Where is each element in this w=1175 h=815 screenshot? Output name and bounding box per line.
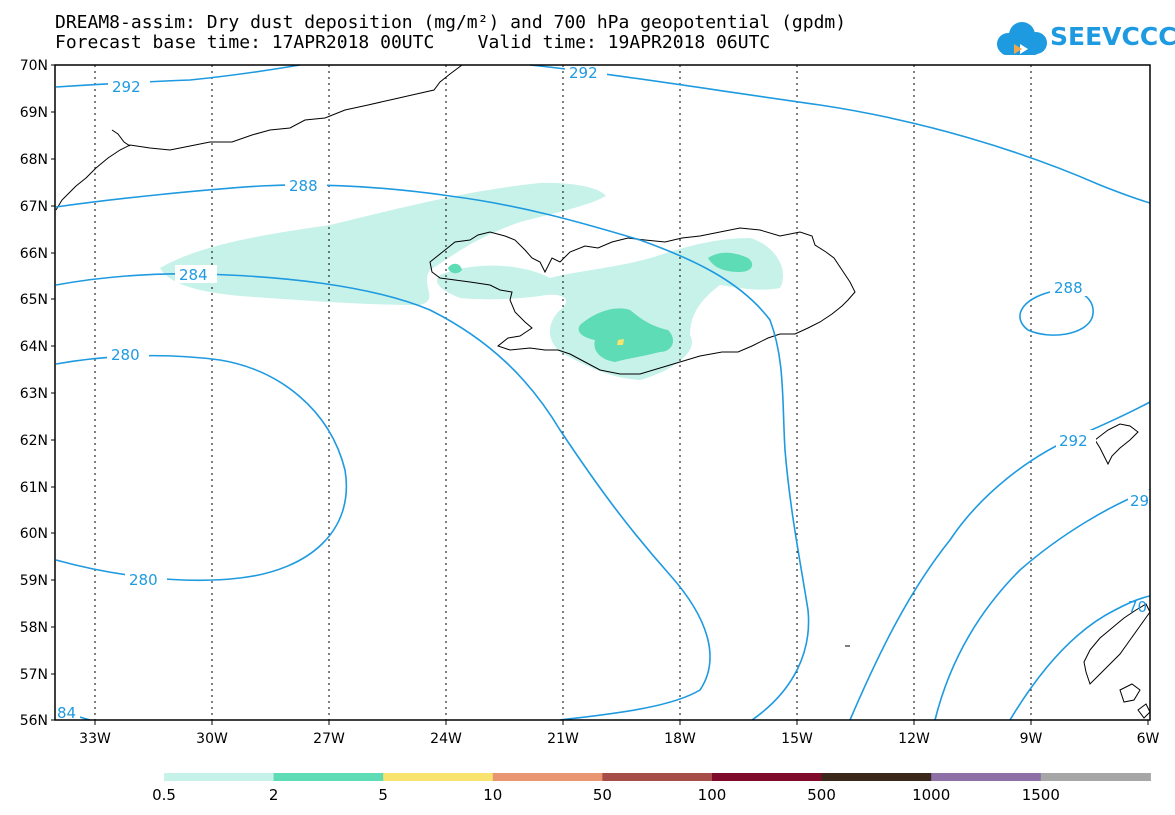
legend-label: 10 <box>483 786 502 804</box>
legend-label: 500 <box>807 786 836 804</box>
map-title-line1: DREAM8-assim: Dry dust deposition (mg/m²… <box>55 12 847 33</box>
lat-label: 57N <box>20 667 48 683</box>
legend-label: 100 <box>698 786 727 804</box>
lon-label: 18W <box>664 731 696 747</box>
lon-label: 9W <box>1020 731 1043 747</box>
lat-label: 63N <box>20 386 48 402</box>
legend-swatch <box>383 773 494 781</box>
legend-label: 5 <box>378 786 388 804</box>
legend-label: 0.5 <box>152 786 176 804</box>
lon-label: 21W <box>547 731 579 747</box>
geopotential-contours <box>55 64 1151 721</box>
lat-label: 69N <box>20 105 48 121</box>
lon-label: 24W <box>430 731 462 747</box>
lon-label: 33W <box>79 731 111 747</box>
contour-label: 292 <box>112 78 141 96</box>
lon-label: 30W <box>196 731 228 747</box>
map-title-line2: Forecast base time: 17APR2018 00UTC Vali… <box>55 32 771 53</box>
legend-swatch <box>1040 773 1151 781</box>
contour-label: 288 <box>289 177 318 195</box>
legend-swatch <box>821 773 932 781</box>
legend-label: 1000 <box>912 786 950 804</box>
legend-label: 50 <box>593 786 612 804</box>
legend-label: 2 <box>269 786 279 804</box>
dust-shading-medium <box>448 252 753 362</box>
lat-label: 62N <box>20 433 48 449</box>
lon-label: 15W <box>781 731 813 747</box>
contour-label: 280 <box>111 346 140 364</box>
contour-label: 288 <box>1054 279 1083 297</box>
lat-label: 70N <box>20 58 48 74</box>
legend-swatch <box>492 773 603 781</box>
logo-text: SEEVCCC <box>1050 22 1175 51</box>
lat-label: 67N <box>20 199 48 215</box>
dust-shading-light <box>160 182 784 380</box>
coastlines <box>55 64 1151 719</box>
contour-label: 29 <box>1130 492 1149 510</box>
contour-labels: 292 292 288 284 280 280 288 292 29 70 84 <box>56 63 1150 722</box>
contour-label: 292 <box>1059 432 1088 450</box>
lat-label: 60N <box>20 526 48 542</box>
cloud-icon <box>997 22 1047 55</box>
lat-label: 56N <box>20 713 48 729</box>
longitude-axis <box>94 720 1149 725</box>
contour-label: 70 <box>1128 598 1147 616</box>
lat-label: 66N <box>20 246 48 262</box>
legend-swatch <box>931 773 1042 781</box>
lon-label: 27W <box>313 731 345 747</box>
contour-label: 84 <box>57 704 76 722</box>
legend-swatch <box>602 773 713 781</box>
contour-label: 280 <box>129 571 158 589</box>
lon-label: 6W <box>1137 731 1160 747</box>
legend-swatch <box>273 773 384 781</box>
lat-label: 58N <box>20 620 48 636</box>
lat-label: 64N <box>20 339 48 355</box>
legend-swatch <box>164 773 275 781</box>
contour-label: 284 <box>179 266 208 284</box>
legend-label: 1500 <box>1022 786 1060 804</box>
contour-label: 292 <box>569 64 598 82</box>
lat-label: 59N <box>20 573 48 589</box>
color-legend: 0.5 2 5 10 50 100 500 1000 1500 <box>152 773 1151 804</box>
lat-label: 61N <box>20 480 48 496</box>
latitude-axis <box>51 64 55 721</box>
dust-shading-high <box>617 339 624 345</box>
lat-label: 65N <box>20 292 48 308</box>
legend-swatch <box>712 773 823 781</box>
map-gridlines <box>94 65 1032 720</box>
lon-label: 12W <box>898 731 930 747</box>
map-frame <box>54 64 1151 721</box>
lat-label: 68N <box>20 152 48 168</box>
